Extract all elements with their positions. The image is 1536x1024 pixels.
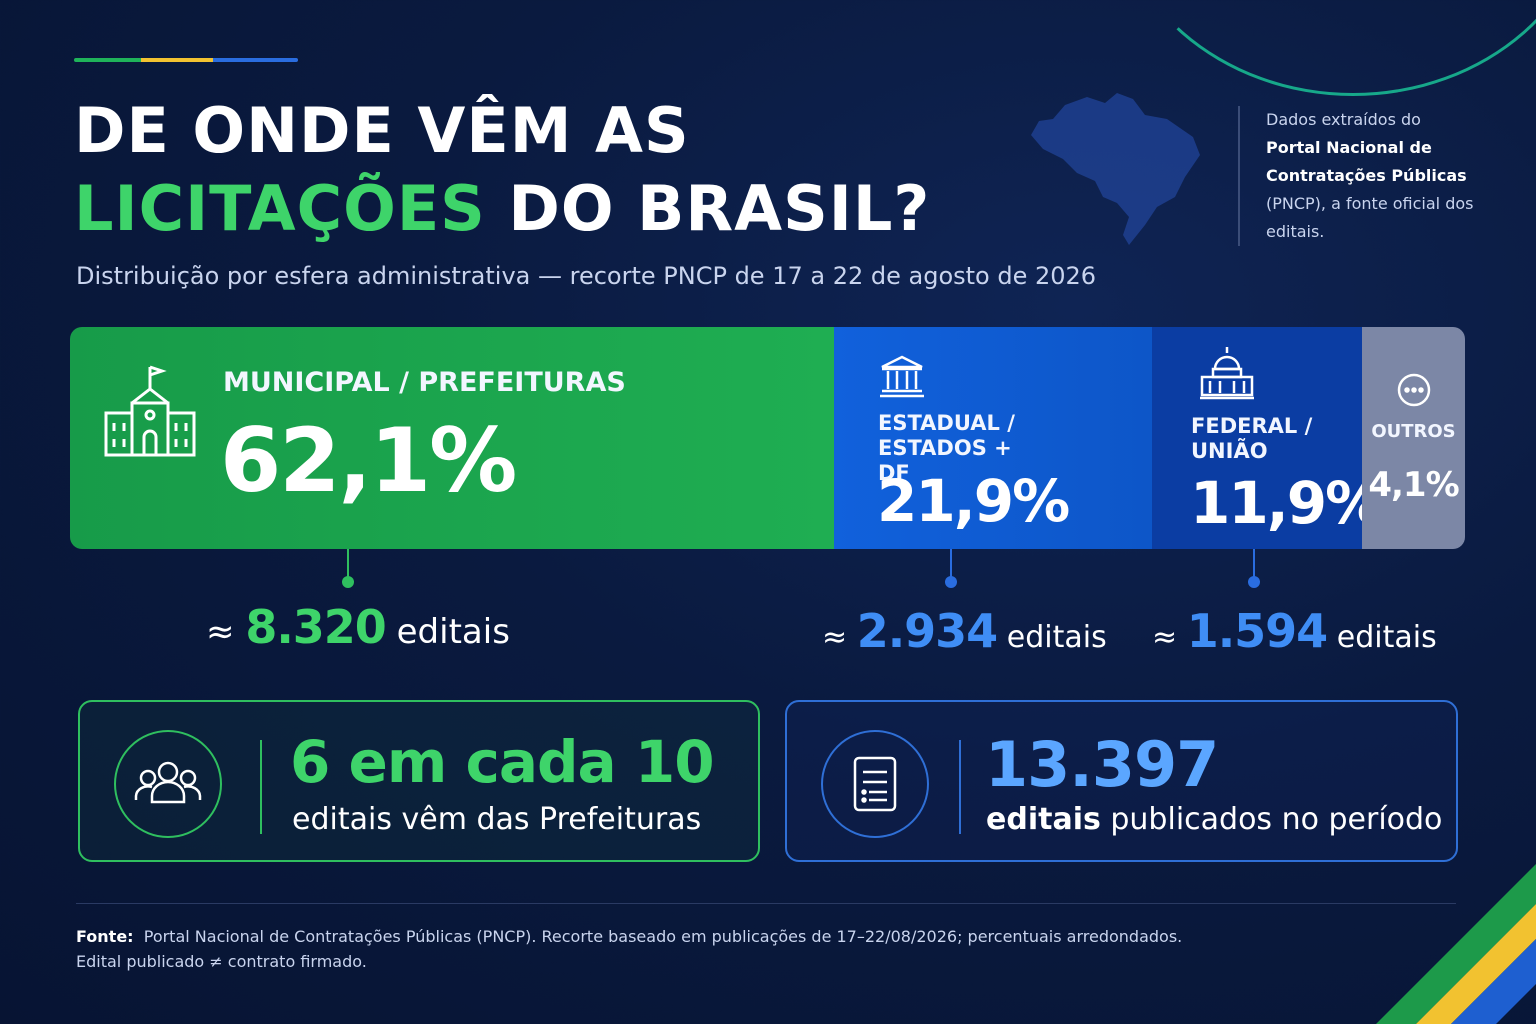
footer-label: Fonte:	[76, 927, 134, 946]
connector-dot-estadual	[945, 576, 957, 588]
decorative-corner-arc	[1110, 0, 1536, 96]
segment-label-federal: FEDERAL / UNIÃO	[1191, 414, 1313, 463]
connector-dot-federal	[1248, 576, 1260, 588]
flag-accent-line	[74, 58, 298, 62]
city-hall-icon	[104, 365, 196, 457]
segment-value-municipal: 62,1%	[220, 409, 517, 512]
highlight-small-total-bold: editais	[986, 802, 1101, 837]
connector-dot-municipal	[342, 576, 354, 588]
brazil-map-icon	[1031, 93, 1200, 245]
source-note: Dados extraídos do Portal Nacional de Co…	[1238, 106, 1496, 246]
count-prefix: ≈	[206, 612, 235, 652]
count-suffix: editais	[1006, 620, 1107, 655]
ellipsis-circle-icon	[1397, 373, 1431, 407]
highlight-small-prefeituras: editais vêm das Prefeituras	[292, 802, 702, 837]
count-federal: ≈ 1.594 editais	[1152, 604, 1437, 658]
bar-segment-outros: OUTROS 4,1%	[1362, 327, 1465, 549]
title-line-1: DE ONDE VÊM AS	[74, 94, 690, 167]
count-suffix: editais	[396, 612, 510, 652]
segment-value-outros: 4,1%	[1368, 465, 1459, 505]
connector-estadual	[950, 549, 952, 579]
footer-divider	[76, 903, 1456, 904]
footer-line-1: Portal Nacional de Contratações Públicas…	[143, 927, 1183, 946]
connector-municipal	[347, 549, 349, 579]
people-group-icon	[114, 730, 222, 838]
source-note-portal: Portal Nacional de Contratações Públicas	[1266, 138, 1467, 185]
title-rest: DO BRASIL?	[485, 172, 931, 245]
bar-segment-estadual: ESTADUAL / ESTADOS + DF 21,9%	[834, 327, 1152, 549]
segment-label-estadual: ESTADUAL / ESTADOS + DF	[878, 411, 1015, 485]
page-subtitle: Distribuição por esfera administrativa —…	[76, 262, 1097, 290]
columns-building-icon	[880, 355, 924, 398]
highlight-card-prefeituras: 6 em cada 10 editais vêm das Prefeituras	[78, 700, 760, 862]
title-highlight: LICITAÇÕES	[74, 172, 486, 245]
count-municipal: ≈ 8.320 editais	[206, 600, 510, 654]
bar-segment-federal: FEDERAL / UNIÃO 11,9%	[1152, 327, 1383, 549]
footer-source: Fonte: Portal Nacional de Contratações P…	[76, 924, 1182, 974]
count-value-estadual: 2.934	[856, 604, 999, 658]
document-list-icon-glyph	[853, 756, 897, 812]
document-list-icon	[821, 730, 929, 838]
count-prefix: ≈	[1152, 620, 1178, 655]
highlight-big-total: 13.397	[985, 728, 1219, 801]
segment-label-outros: OUTROS	[1371, 421, 1456, 442]
source-note-pre: Dados extraídos do	[1266, 110, 1421, 129]
card-divider	[959, 740, 961, 834]
count-value-municipal: 8.320	[245, 600, 387, 654]
connector-federal	[1253, 549, 1255, 579]
count-prefix: ≈	[822, 620, 848, 655]
highlight-small-total-rest: publicados no período	[1100, 802, 1443, 837]
highlight-card-total: 13.397 editais publicados no período	[785, 700, 1458, 862]
flag-corner-stripes	[1376, 864, 1536, 1024]
highlight-small-total: editais publicados no período	[986, 802, 1442, 837]
count-suffix: editais	[1336, 620, 1437, 655]
footer-line-2: Edital publicado ≠ contrato firmado.	[76, 952, 367, 971]
capitol-icon	[1200, 347, 1254, 400]
page-title: DE ONDE VÊM AS LICITAÇÕES DO BRASIL?	[74, 92, 930, 248]
highlight-big-prefeituras: 6 em cada 10	[290, 728, 715, 796]
source-note-post: (PNCP), a fonte oficial dos editais.	[1266, 194, 1474, 241]
count-estadual: ≈ 2.934 editais	[822, 604, 1107, 658]
segment-label-municipal: MUNICIPAL / PREFEITURAS	[223, 367, 626, 398]
count-value-federal: 1.594	[1186, 604, 1329, 658]
card-divider	[260, 740, 262, 834]
segment-value-estadual: 21,9%	[877, 467, 1070, 535]
segment-value-federal: 11,9%	[1190, 469, 1383, 537]
people-group-icon-glyph	[134, 761, 202, 804]
bar-segment-municipal: MUNICIPAL / PREFEITURAS 62,1%	[70, 327, 834, 549]
